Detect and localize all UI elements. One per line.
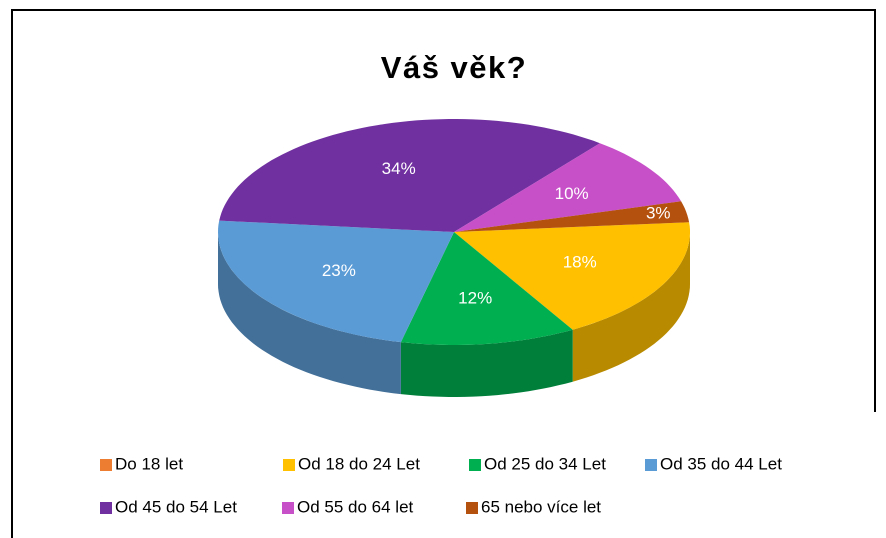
data-label: 34% [382, 159, 416, 178]
legend-swatch [100, 459, 112, 471]
legend-swatch [282, 502, 294, 514]
legend-label: Od 35 do 44 Let [660, 454, 782, 473]
pie-slice-side [400, 329, 573, 397]
pie-slice [454, 222, 690, 330]
legend-label: 65 nebo více let [481, 497, 601, 516]
data-label: 12% [458, 289, 492, 308]
pie-slice-side [218, 232, 401, 395]
data-label: 10% [555, 184, 589, 203]
data-label: 18% [563, 253, 597, 272]
legend-swatch [100, 502, 112, 514]
frame [11, 9, 876, 538]
pie-slice [400, 232, 573, 345]
pie-slice-side [572, 232, 690, 382]
pie-slice [454, 143, 682, 232]
data-label: 23% [322, 261, 356, 280]
legend-swatch [645, 459, 657, 471]
legend-label: Od 18 do 24 Let [298, 454, 420, 473]
legend-label: Od 45 do 54 Let [115, 497, 237, 516]
legend-swatch [283, 459, 295, 471]
pie-slice [454, 201, 690, 232]
legend-label: Od 25 do 34 Let [484, 454, 606, 473]
chart-title: Váš věk? [381, 50, 527, 85]
pie-slice [219, 119, 600, 232]
legend-swatch [466, 502, 478, 514]
legend-label: Od 55 do 64 let [297, 497, 414, 516]
legend-label: Do 18 let [115, 454, 183, 473]
data-label: 3% [646, 204, 671, 223]
legend-swatch [469, 459, 481, 471]
pie-slice [218, 220, 454, 343]
